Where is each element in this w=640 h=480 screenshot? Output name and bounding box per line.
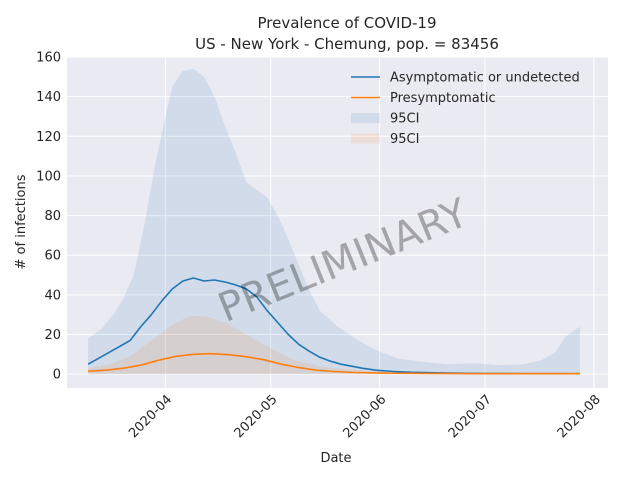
y-tick-label: 120 xyxy=(36,130,61,145)
x-tick-label: 2020-04 xyxy=(126,392,175,441)
legend-band-swatch xyxy=(351,133,380,144)
legend-label: 95CI xyxy=(390,132,419,147)
y-tick-label: 20 xyxy=(44,328,61,343)
y-tick-label: 0 xyxy=(53,368,61,383)
x-tick-label: 2020-05 xyxy=(232,392,281,441)
legend-label: Asymptomatic or undetected xyxy=(390,71,580,86)
y-tick-label: 160 xyxy=(36,51,61,66)
x-tick-label: 2020-07 xyxy=(446,392,495,441)
y-axis-label: # of infections xyxy=(14,174,29,269)
legend-label: 95CI xyxy=(390,112,419,127)
series-line xyxy=(88,352,580,375)
y-tick-label: 60 xyxy=(44,249,61,264)
y-tick-label: 80 xyxy=(44,209,61,224)
legend: Asymptomatic or undetected Presymptomatic… xyxy=(351,71,580,147)
x-axis-label: Date xyxy=(320,451,351,466)
plot-background xyxy=(67,57,608,388)
series-line xyxy=(87,277,580,375)
ci-band xyxy=(88,315,580,375)
y-tick-label: 100 xyxy=(36,169,61,184)
y-tick-label: 140 xyxy=(36,90,61,105)
legend-label: Presymptomatic xyxy=(390,91,496,106)
series-lines xyxy=(87,277,580,375)
chart-title: Prevalence of COVID-19 xyxy=(257,14,436,32)
legend-band-swatch xyxy=(351,113,380,123)
x-tick-label: 2020-08 xyxy=(555,392,604,441)
y-tick-label: 40 xyxy=(44,288,61,303)
confidence-bands xyxy=(88,68,580,375)
x-tick-label: 2020-06 xyxy=(340,392,389,441)
grid-lines xyxy=(67,56,608,388)
ci-band xyxy=(88,68,580,375)
chart-subtitle: US - New York - Chemung, pop. = 83456 xyxy=(195,35,499,53)
